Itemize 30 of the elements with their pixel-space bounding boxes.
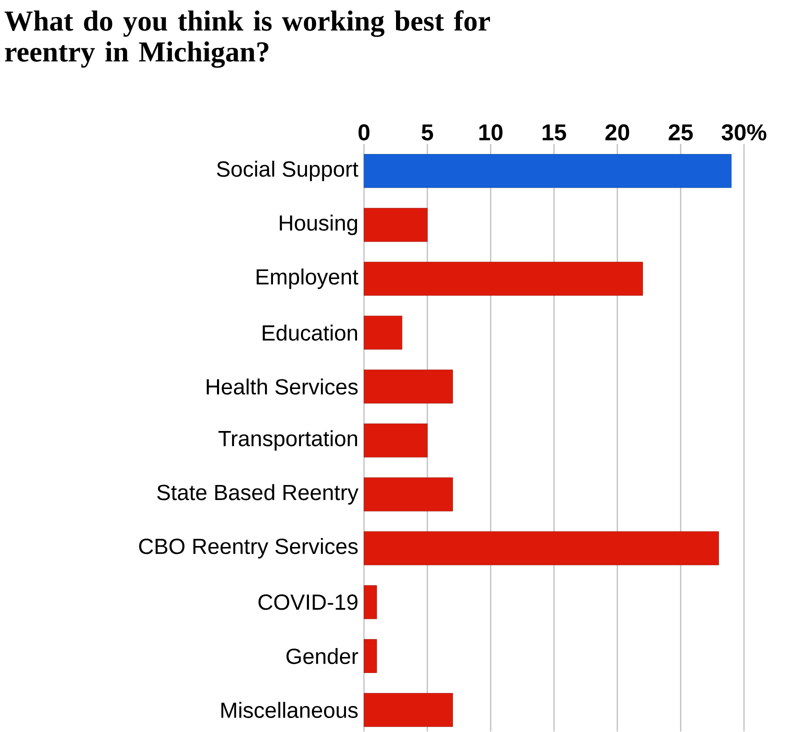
- bar: [364, 639, 377, 673]
- y-tick-label: Social Support: [216, 160, 358, 182]
- x-tick-label: 30%: [722, 124, 766, 140]
- bar: [364, 693, 453, 727]
- x-tick-label: 20: [605, 124, 630, 140]
- bar: [364, 424, 428, 458]
- bar: [364, 262, 643, 296]
- x-tick-label: 0: [358, 124, 370, 140]
- x-tick-label: 10: [479, 124, 502, 140]
- bar: [364, 370, 453, 404]
- bar: [364, 585, 377, 620]
- y-tick-label: CBO Reentry Services: [139, 538, 358, 558]
- bar: [364, 531, 719, 566]
- bar: [364, 316, 402, 350]
- bar: [364, 477, 453, 512]
- y-tick-label: Gender: [286, 648, 358, 664]
- bar: [364, 208, 428, 242]
- y-tick-label: Employent: [256, 268, 358, 289]
- y-tick-label: Housing: [280, 214, 358, 236]
- y-tick-label: Education: [262, 324, 358, 341]
- x-tick-label: 5: [422, 124, 434, 140]
- x-tick-label: 15: [542, 124, 566, 140]
- y-tick-label: Transportation: [218, 430, 358, 451]
- y-tick-label: State Based Reentry: [157, 484, 358, 505]
- y-tick-label: COVID-19: [258, 594, 358, 610]
- x-tick-label: 25: [668, 124, 693, 140]
- bar: [364, 154, 732, 188]
- y-tick-label: Miscellaneous: [221, 702, 358, 718]
- chart-title: What do you think is working best for reentry in Michigan?: [4, 10, 490, 68]
- y-tick-label: Health Services: [206, 378, 358, 395]
